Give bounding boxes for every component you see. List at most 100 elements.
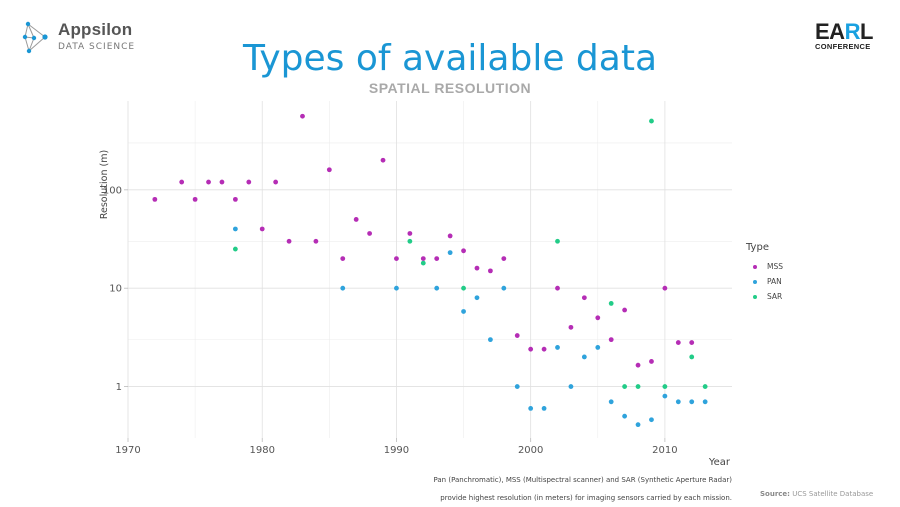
earl-wordmark: EARL xyxy=(815,19,885,44)
legend-marker xyxy=(753,294,757,299)
data-point-mss xyxy=(555,285,560,291)
y-tick-label: 10 xyxy=(109,284,122,295)
data-point-pan xyxy=(649,417,654,423)
data-point-pan xyxy=(595,345,601,350)
data-point-mss xyxy=(340,256,346,261)
data-point-pan xyxy=(232,226,238,232)
data-point-sar xyxy=(649,118,654,124)
legend-item-pan: PAN xyxy=(746,274,783,289)
data-point-mss xyxy=(380,157,386,163)
data-point-pan xyxy=(461,309,466,314)
data-point-mss xyxy=(420,256,426,261)
data-point-mss xyxy=(246,179,252,185)
data-point-mss xyxy=(461,248,466,254)
source-text: UCS Satellite Database xyxy=(792,490,874,498)
data-point-pan xyxy=(528,405,534,411)
x-tick-label: 2000 xyxy=(518,445,543,456)
data-point-mss xyxy=(541,346,547,352)
legend-label: MSS xyxy=(767,262,783,271)
x-tick-label: 1990 xyxy=(384,445,409,456)
chart-caption: Pan (Panchromatic), MSS (Multispectral s… xyxy=(380,471,732,507)
legend-label: PAN xyxy=(767,277,782,286)
data-point-mss xyxy=(649,359,654,364)
legend-items: MSS PAN SAR xyxy=(746,259,783,304)
data-point-pan xyxy=(340,285,346,291)
appsilon-network-icon xyxy=(22,21,48,54)
data-point-mss xyxy=(300,113,305,119)
x-tick-label: 1970 xyxy=(115,445,140,456)
data-point-mss xyxy=(447,233,453,239)
data-point-mss xyxy=(259,226,265,232)
source-note: Source: UCS Satellite Database xyxy=(760,490,873,498)
data-point-mss xyxy=(286,238,292,244)
data-point-pan xyxy=(608,399,614,405)
data-point-pan xyxy=(689,399,695,405)
data-point-sar xyxy=(608,301,614,306)
data-point-pan xyxy=(434,285,440,291)
data-point-pan xyxy=(555,345,560,350)
x-tick-label: 2010 xyxy=(652,445,677,456)
data-point-pan xyxy=(394,285,399,291)
data-point-pan xyxy=(447,250,453,256)
x-tick-label: 1980 xyxy=(249,445,274,456)
data-point-sar xyxy=(420,260,426,266)
legend-item-sar: SAR xyxy=(746,289,783,304)
legend-item-mss: MSS xyxy=(746,259,783,274)
data-point-sar xyxy=(662,384,668,389)
data-point-sar xyxy=(702,384,708,389)
appsilon-logo: Appsilon DATA SCIENCE xyxy=(22,20,142,56)
data-point-mss xyxy=(689,340,695,345)
data-point-sar xyxy=(622,384,628,389)
data-point-sar xyxy=(555,238,560,244)
caption-line-2: provide highest resolution (in meters) f… xyxy=(440,494,732,502)
data-point-pan xyxy=(474,295,480,301)
legend-marker xyxy=(753,264,757,269)
data-point-mss xyxy=(568,324,574,330)
data-point-mss xyxy=(501,256,507,261)
data-point-mss xyxy=(488,268,493,274)
x-axis-label: Year xyxy=(708,457,731,468)
data-point-mss xyxy=(662,285,668,291)
data-point-pan xyxy=(488,337,493,343)
y-tick-label: 100 xyxy=(103,185,122,196)
page-subtitle: SPATIAL RESOLUTION xyxy=(368,80,532,96)
legend: Type MSS PAN SAR xyxy=(746,242,783,304)
data-point-mss xyxy=(219,179,225,185)
data-point-sar xyxy=(461,285,466,291)
data-point-pan xyxy=(702,399,708,405)
data-point-mss xyxy=(407,231,413,236)
data-point-pan xyxy=(581,354,587,360)
data-point-mss xyxy=(206,179,211,185)
data-point-mss xyxy=(313,238,319,244)
data-point-mss xyxy=(353,217,359,222)
earl-accent: R xyxy=(844,19,861,44)
earl-suffix: L xyxy=(859,19,873,44)
data-point-mss xyxy=(595,315,601,321)
data-point-mss xyxy=(514,333,520,338)
y-tick-label: 1 xyxy=(116,382,122,393)
data-point-mss xyxy=(179,179,185,185)
appsilon-name: Appsilon xyxy=(58,20,133,39)
data-point-mss xyxy=(581,295,587,301)
earl-conference-text: CONFERENCE xyxy=(815,42,871,51)
data-point-pan xyxy=(662,393,668,399)
source-label: Source: xyxy=(760,490,790,498)
earl-conference-logo: EARL CONFERENCE xyxy=(815,19,885,56)
data-point-mss xyxy=(434,256,440,261)
data-point-mss xyxy=(326,167,332,173)
data-point-pan xyxy=(568,384,574,389)
data-point-mss xyxy=(622,307,628,313)
data-point-pan xyxy=(541,405,547,411)
data-point-mss xyxy=(474,265,480,271)
data-point-sar xyxy=(232,246,238,252)
data-point-mss xyxy=(273,179,279,185)
y-axis-label: Resolution (m) xyxy=(99,150,110,219)
data-point-mss xyxy=(394,256,399,261)
data-point-pan xyxy=(514,384,520,389)
appsilon-subtitle: DATA SCIENCE xyxy=(58,42,136,52)
page-title: Types of available data xyxy=(242,38,658,79)
data-point-sar xyxy=(407,238,413,244)
data-point-mss xyxy=(675,340,681,345)
data-point-mss xyxy=(192,196,198,202)
